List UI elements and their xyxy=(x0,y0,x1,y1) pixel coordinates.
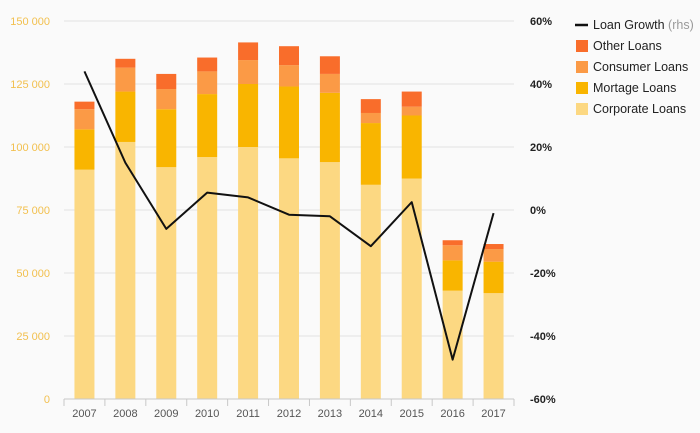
right-tick-label: 0% xyxy=(530,205,546,217)
bar-consumer-loans xyxy=(279,65,299,87)
bar-corporate-loans xyxy=(197,157,218,399)
bar-corporate-loans xyxy=(238,147,259,399)
left-tick-label: 0 xyxy=(44,394,50,406)
bar-consumer-loans xyxy=(483,249,504,262)
left-tick-label: 150 000 xyxy=(10,16,50,28)
legend-label: Corporate Loans xyxy=(593,102,686,116)
legend: Loan Growth (rhs) Other Loans Consumer Loa… xyxy=(575,18,694,116)
x-tick-label: 2013 xyxy=(318,408,342,420)
left-tick-label: 125 000 xyxy=(10,79,50,91)
x-tick-label: 2011 xyxy=(236,408,260,420)
bar-consumer-loans xyxy=(156,89,177,110)
left-tick-label: 50 000 xyxy=(16,268,50,280)
bar-corporate-loans xyxy=(483,293,504,399)
x-tick-label: 2008 xyxy=(113,408,137,420)
left-tick-label: 25 000 xyxy=(16,331,50,343)
bar-mortage-loans xyxy=(442,260,463,291)
bar-other-loans xyxy=(279,46,299,66)
bar-mortage-loans xyxy=(238,84,259,147)
right-axis: -60% -40% -20% 0% 20% 40% 60% xyxy=(530,16,556,406)
bar-consumer-loans xyxy=(360,112,381,124)
bar-corporate-loans xyxy=(401,178,422,399)
bar-consumer-loans xyxy=(442,245,463,261)
legend-label: Consumer Loans xyxy=(593,60,688,74)
right-tick-label: 60% xyxy=(530,16,552,28)
bar-corporate-loans xyxy=(319,162,340,399)
bar-mortage-loans xyxy=(74,129,95,170)
bar-other-loans xyxy=(197,57,218,72)
bar-consumer-loans xyxy=(197,71,218,95)
legend-label-suffix: (rhs) xyxy=(668,18,694,32)
bar-consumer-loans xyxy=(401,106,422,116)
bar-mortage-loans xyxy=(197,94,218,158)
bar-consumer-loans xyxy=(74,109,95,130)
bar-other-loans xyxy=(401,91,422,107)
bar-other-loans xyxy=(238,42,259,61)
legend-swatch xyxy=(576,61,588,73)
bar-corporate-loans xyxy=(115,141,136,399)
bar-corporate-loans xyxy=(74,169,95,399)
bar-mortage-loans xyxy=(401,115,422,179)
bar-other-loans xyxy=(442,240,463,246)
loan-growth-line xyxy=(83,70,495,361)
legend-label: Loan Growth (rhs) xyxy=(593,18,694,32)
x-tick-label: 2015 xyxy=(399,408,423,420)
bar-mortage-loans xyxy=(483,261,504,294)
left-tick-label: 75 000 xyxy=(16,205,50,217)
bar-corporate-loans xyxy=(156,167,177,399)
loan-growth-line-layer xyxy=(83,70,495,361)
bar-other-loans xyxy=(483,244,504,250)
legend-label: Other Loans xyxy=(593,39,662,53)
legend-swatch xyxy=(576,82,588,94)
bar-mortage-loans xyxy=(360,123,381,185)
bar-other-loans xyxy=(156,73,177,90)
legend-swatch xyxy=(576,40,588,52)
right-tick-label: -20% xyxy=(530,268,556,280)
legend-label: Mortage Loans xyxy=(593,81,676,95)
right-tick-label: 20% xyxy=(530,142,552,154)
x-tick-label: 2009 xyxy=(154,408,178,420)
left-axis: 0 25 000 50 000 75 000 100 000 125 000 150 000 xyxy=(10,16,50,406)
bar-consumer-loans xyxy=(319,73,340,93)
bar-mortage-loans xyxy=(279,86,299,159)
bar-other-loans xyxy=(360,99,381,113)
x-tick-label: 2012 xyxy=(277,408,301,420)
bar-corporate-loans xyxy=(279,158,299,399)
bar-corporate-loans xyxy=(360,184,381,399)
bar-other-loans xyxy=(319,56,340,74)
bar-mortage-loans xyxy=(156,109,177,168)
bar-other-loans xyxy=(115,58,136,68)
bar-mortage-loans xyxy=(115,91,136,142)
right-tick-label: 40% xyxy=(530,79,552,91)
x-tick-label: 2016 xyxy=(440,408,464,420)
bars xyxy=(74,42,504,399)
x-axis: 2007 2008 2009 2010 2011 2012 2013 2014 2015 2016… xyxy=(63,398,515,420)
x-tick-label: 2007 xyxy=(72,408,96,420)
bar-corporate-loans xyxy=(442,290,463,399)
legend-swatch xyxy=(576,103,588,115)
bar-mortage-loans xyxy=(319,92,340,163)
x-tick-label: 2010 xyxy=(195,408,219,420)
right-tick-label: -40% xyxy=(530,331,556,343)
bar-consumer-loans xyxy=(115,67,136,92)
bar-consumer-loans xyxy=(238,60,259,84)
bar-other-loans xyxy=(74,101,95,110)
x-tick-label: 2017 xyxy=(481,408,505,420)
x-tick-label: 2014 xyxy=(359,408,383,420)
right-tick-label: -60% xyxy=(530,394,556,406)
left-tick-label: 100 000 xyxy=(10,142,50,154)
